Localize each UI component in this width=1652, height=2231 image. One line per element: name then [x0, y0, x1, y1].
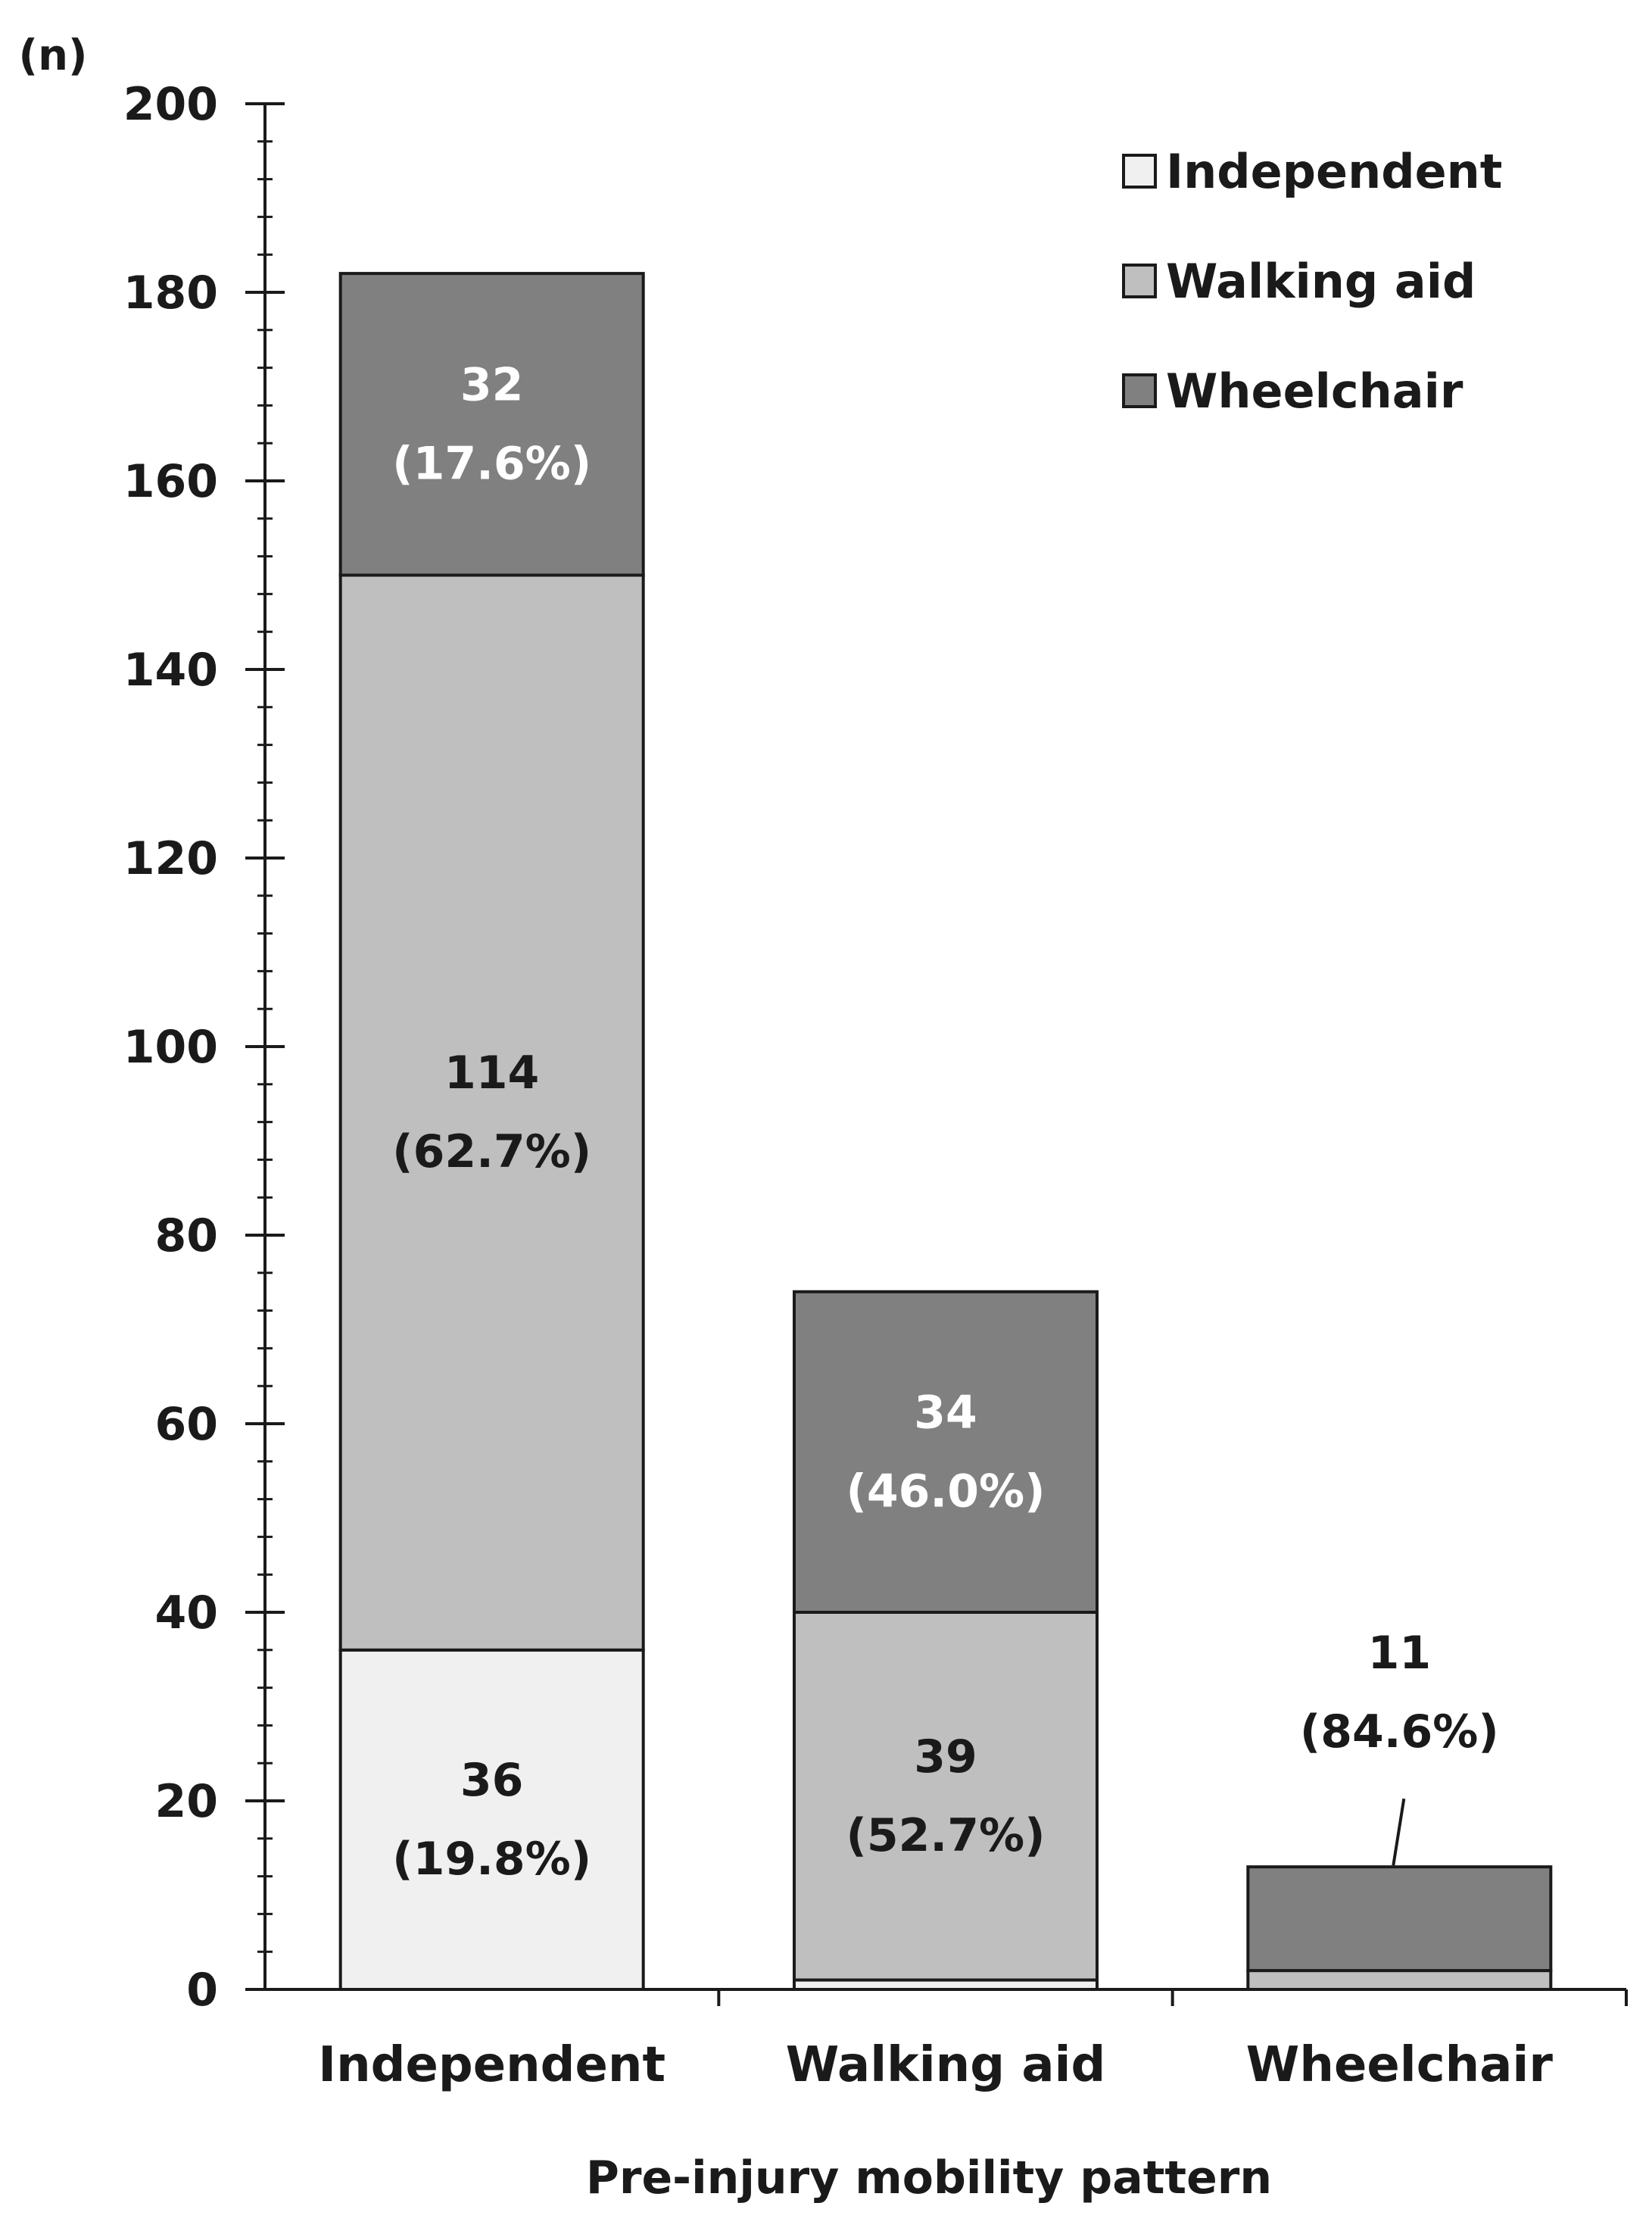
- x-tick-label-walking-aid: Walking aid: [786, 2037, 1106, 2093]
- bar-wheelchair-wheelchair: [1246, 1865, 1553, 1973]
- y-tick-label: 0: [186, 1964, 218, 2017]
- data-label-line: (19.8%): [392, 1833, 591, 1886]
- data-label-walking-aid-walking-aid: 39 (52.7%): [846, 1730, 1046, 1862]
- legend-item-independent: Independent: [1122, 144, 1502, 199]
- legend-item-walking-aid: Walking aid: [1122, 254, 1476, 309]
- bar-walking-aid-walking-aid: [793, 1611, 1099, 1982]
- bar-wheelchair-walking-aid: [1246, 1969, 1553, 1992]
- data-label-walking-aid-wheelchair: 34 (46.0%): [846, 1386, 1046, 1518]
- x-tick-label-wheelchair: Wheelchair: [1246, 2037, 1554, 2093]
- data-label-line: (52.7%): [846, 1809, 1046, 1862]
- legend-label: Independent: [1166, 144, 1502, 199]
- data-label-line: (84.6%): [1300, 1705, 1499, 1758]
- data-label-line: 39: [914, 1730, 977, 1783]
- data-label-line: (62.7%): [392, 1125, 591, 1178]
- y-tick-label: 20: [155, 1775, 219, 1828]
- y-tick-label: 60: [155, 1398, 219, 1451]
- data-label-line: (46.0%): [846, 1465, 1046, 1518]
- bars: [338, 272, 1553, 1992]
- y-tick-label: 80: [155, 1209, 219, 1262]
- y-tick-label: 100: [123, 1021, 218, 1074]
- x-axis-title: Pre-injury mobility pattern: [586, 2151, 1272, 2204]
- y-tick-label: 140: [123, 644, 218, 697]
- data-label-line: 11: [1368, 1627, 1432, 1680]
- data-label-independent-wheelchair: 32 (17.6%): [392, 358, 591, 490]
- legend-swatch: [1122, 373, 1157, 408]
- y-tick-label: 120: [123, 832, 218, 885]
- data-label-line: 32: [460, 358, 524, 411]
- y-tick-label: 200: [123, 78, 218, 131]
- legend-label: Walking aid: [1166, 254, 1476, 309]
- legend-item-wheelchair: Wheelchair: [1122, 364, 1463, 419]
- y-unit-label: (n): [18, 31, 87, 80]
- y-tick-label: 180: [123, 267, 218, 320]
- data-label-independent-independent: 36 (19.8%): [392, 1754, 591, 1886]
- bar-independent-wheelchair: [338, 272, 645, 577]
- x-tick-label-independent: Independent: [318, 2037, 665, 2093]
- data-labels: 36 (19.8%) 114 (62.7%) 32 (17.6%) 39 (52.7%) 34 (…: [392, 358, 1499, 1886]
- bar-independent-independent: [338, 1648, 645, 1992]
- legend-swatch: [1122, 154, 1157, 189]
- data-label-line: (17.6%): [392, 437, 591, 490]
- data-label-line: 36: [460, 1754, 524, 1807]
- legend-swatch: [1122, 264, 1157, 298]
- data-label-line: 34: [914, 1386, 977, 1439]
- legend-label: Wheelchair: [1166, 364, 1463, 419]
- bar-independent-walking-aid: [338, 573, 645, 1652]
- axes: 0 20 40 60 80 100 120 140 160 180 200 Independent Wa…: [123, 78, 1628, 2093]
- legend: Independent Walking aid Wheelchair: [1122, 144, 1502, 419]
- callout-line-wheelchair: [1392, 1798, 1406, 1866]
- data-label-line: 114: [444, 1047, 539, 1100]
- bar-walking-aid-wheelchair: [793, 1290, 1099, 1614]
- y-tick-label: 160: [123, 455, 218, 508]
- data-label-wheelchair-wheelchair: 11 (84.6%): [1300, 1627, 1499, 1758]
- data-label-independent-walking-aid: 114 (62.7%): [392, 1047, 591, 1178]
- y-tick-label: 40: [155, 1587, 219, 1640]
